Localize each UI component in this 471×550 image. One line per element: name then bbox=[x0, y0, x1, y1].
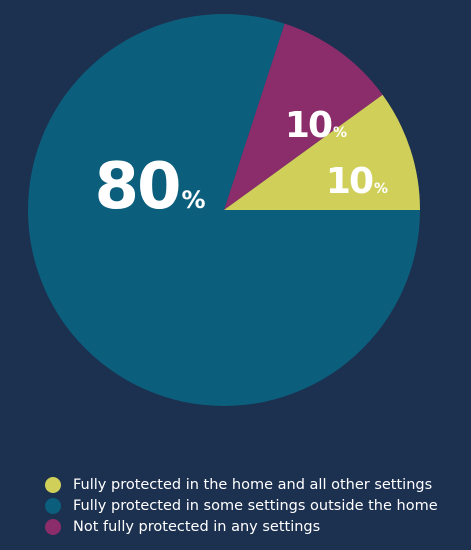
legend-label: Not fully protected in any settings bbox=[73, 518, 321, 535]
pie-slice bbox=[27, 13, 420, 406]
legend: Fully protected in the home and all othe… bbox=[45, 474, 471, 537]
legend-label: Fully protected in some settings outside… bbox=[73, 497, 438, 514]
pie-chart: 80% 10 % 10% bbox=[27, 13, 420, 406]
legend-swatch-purple bbox=[45, 518, 61, 535]
slice-value-label: 10% bbox=[326, 161, 388, 202]
legend-item-some-settings: Fully protected in some settings outside… bbox=[45, 495, 471, 516]
slice-value-label: 80% bbox=[94, 150, 205, 224]
legend-item-not-protected: Not fully protected in any settings bbox=[45, 516, 471, 537]
pie-slice bbox=[224, 94, 420, 210]
slice-value-label: 10% bbox=[285, 105, 347, 146]
legend-swatch-yellow bbox=[45, 476, 61, 493]
legend-item-home-all-settings: Fully protected in the home and all othe… bbox=[45, 474, 471, 495]
pie-slice bbox=[224, 23, 383, 211]
legend-swatch-teal bbox=[45, 497, 61, 514]
legend-label: Fully protected in the home and all othe… bbox=[73, 476, 433, 493]
